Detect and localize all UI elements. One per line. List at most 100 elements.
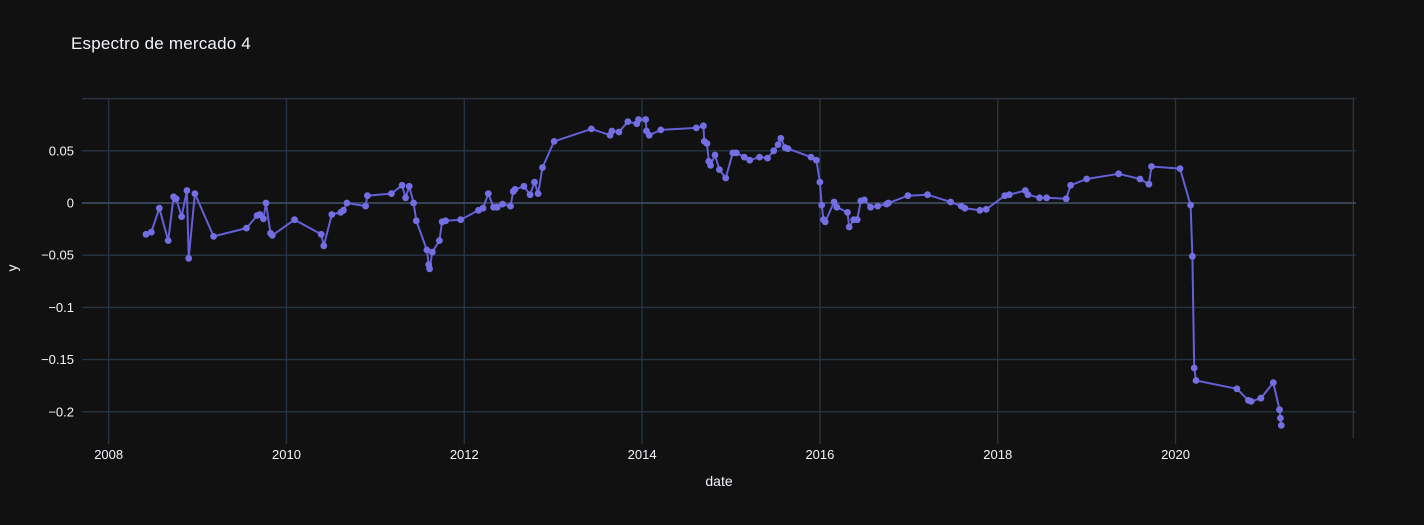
data-point[interactable] [142, 230, 150, 238]
data-point[interactable] [1067, 181, 1074, 189]
data-point[interactable] [178, 213, 186, 221]
data-point[interactable] [845, 223, 853, 231]
data-point[interactable] [816, 178, 824, 186]
data-point[interactable] [262, 199, 270, 207]
data-point[interactable] [1043, 194, 1050, 202]
data-point[interactable] [867, 203, 874, 211]
data-point[interactable] [961, 204, 969, 212]
data-point[interactable] [398, 181, 406, 189]
data-point[interactable] [642, 116, 650, 123]
data-point[interactable] [818, 201, 826, 209]
data-point[interactable] [185, 254, 193, 262]
data-point[interactable] [976, 206, 984, 214]
data-point[interactable] [874, 202, 882, 210]
data-point[interactable] [531, 178, 538, 186]
data-point[interactable] [1083, 175, 1090, 183]
data-point[interactable] [885, 199, 892, 207]
data-point[interactable] [1276, 406, 1283, 414]
data-point[interactable] [1187, 201, 1194, 209]
data-point[interactable] [191, 190, 199, 198]
data-point[interactable] [608, 127, 616, 135]
data-point[interactable] [243, 224, 250, 232]
data-point[interactable] [362, 202, 369, 210]
data-point[interactable] [1136, 175, 1144, 183]
data-point[interactable] [844, 209, 851, 216]
data-point[interactable] [1257, 394, 1265, 402]
data-point[interactable] [210, 233, 218, 240]
data-point[interactable] [821, 218, 829, 226]
data-point[interactable] [657, 126, 665, 134]
data-point[interactable] [507, 202, 514, 210]
data-point[interactable] [740, 153, 748, 161]
data-point[interactable] [1062, 195, 1070, 203]
data-point[interactable] [291, 216, 298, 224]
data-point[interactable] [402, 194, 409, 202]
data-point[interactable] [436, 237, 443, 245]
data-point[interactable] [405, 182, 413, 190]
data-point[interactable] [155, 204, 163, 212]
data-point[interactable] [707, 162, 714, 169]
data-point[interactable] [183, 187, 191, 194]
data-point[interactable] [1148, 163, 1155, 170]
data-point[interactable] [493, 203, 501, 211]
data-point[interactable] [588, 125, 595, 133]
data-point[interactable] [732, 149, 740, 157]
data-point[interactable] [1269, 379, 1277, 386]
data-point[interactable] [479, 204, 487, 212]
data-point[interactable] [756, 153, 763, 161]
data-point[interactable] [364, 192, 371, 200]
data-point[interactable] [624, 118, 632, 125]
data-point[interactable] [412, 217, 420, 225]
data-point[interactable] [982, 205, 990, 213]
data-point[interactable] [484, 190, 492, 198]
data-point[interactable] [777, 134, 785, 142]
data-point[interactable] [784, 145, 792, 153]
data-point[interactable] [722, 174, 730, 182]
data-point[interactable] [442, 217, 449, 225]
data-point[interactable] [550, 138, 558, 145]
data-point[interactable] [853, 216, 861, 224]
data-point[interactable] [1189, 252, 1196, 260]
data-point[interactable] [924, 191, 931, 199]
data-point[interactable] [746, 156, 754, 164]
data-point[interactable] [1005, 191, 1013, 199]
data-point[interactable] [172, 195, 180, 203]
data-point[interactable] [340, 206, 347, 214]
data-point[interactable] [830, 198, 838, 206]
data-point[interactable] [520, 182, 528, 190]
data-point[interactable] [423, 246, 431, 254]
data-point[interactable] [615, 128, 623, 136]
data-point[interactable] [635, 116, 642, 123]
data-point[interactable] [700, 122, 707, 130]
data-point[interactable] [539, 164, 546, 171]
data-point[interactable] [511, 186, 519, 193]
data-point[interactable] [268, 232, 276, 239]
data-point[interactable] [526, 191, 534, 199]
data-point[interactable] [343, 199, 351, 207]
data-point[interactable] [711, 151, 719, 159]
data-point[interactable] [534, 190, 542, 198]
data-point[interactable] [692, 124, 700, 132]
data-point[interactable] [764, 154, 771, 162]
data-point[interactable] [703, 140, 711, 147]
data-point[interactable] [426, 265, 433, 273]
data-point[interactable] [317, 230, 325, 238]
data-point[interactable] [260, 215, 267, 223]
data-point[interactable] [428, 248, 436, 256]
data-point[interactable] [833, 203, 841, 211]
data-point[interactable] [147, 228, 155, 236]
data-point[interactable] [1036, 194, 1043, 202]
data-point[interactable] [774, 141, 782, 149]
data-point[interactable] [645, 131, 653, 139]
data-point[interactable] [807, 153, 815, 161]
data-point[interactable] [320, 242, 328, 250]
data-point[interactable] [388, 190, 395, 198]
data-point[interactable] [861, 196, 868, 204]
data-point[interactable] [164, 237, 172, 245]
data-point[interactable] [813, 156, 820, 164]
data-point[interactable] [1176, 165, 1184, 173]
data-point[interactable] [1145, 180, 1153, 188]
data-point[interactable] [410, 199, 417, 207]
data-point[interactable] [1192, 377, 1200, 384]
data-point[interactable] [947, 198, 954, 206]
